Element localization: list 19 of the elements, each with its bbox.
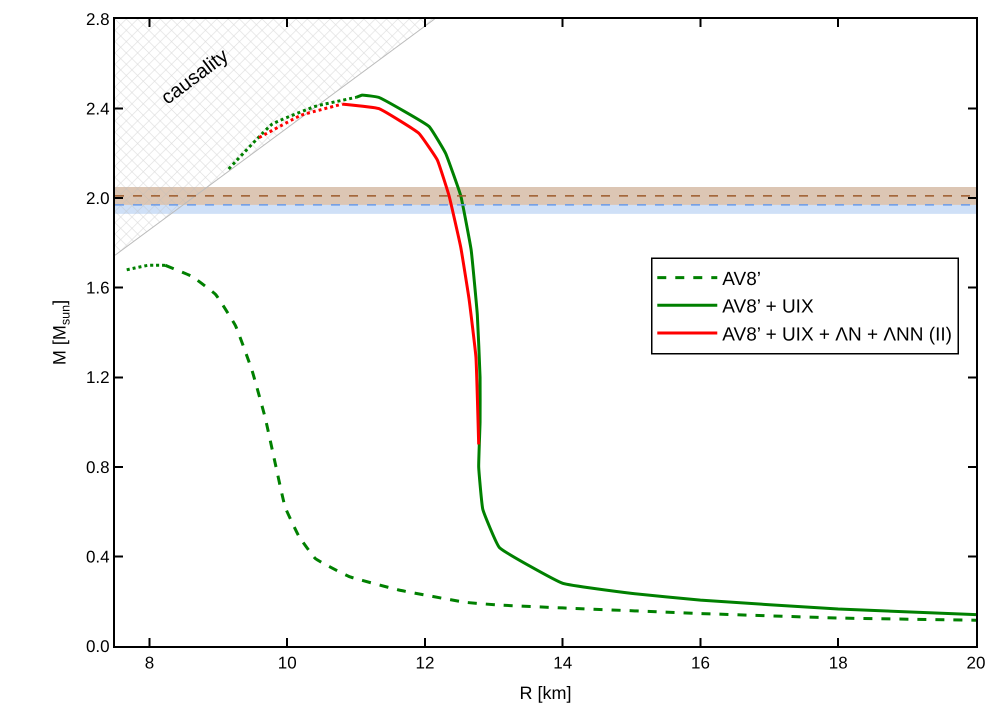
y-tick-label: 0.4	[86, 547, 110, 566]
y-tick-label: 2.8	[86, 10, 110, 29]
y-tick-label: 0.0	[86, 636, 110, 656]
x-tick-label: 16	[691, 653, 710, 672]
y-tick-label: 2.0	[86, 189, 110, 208]
y-tick-label: 0.8	[86, 458, 110, 477]
y-tick-label: 1.2	[86, 368, 110, 388]
x-tick-label: 12	[416, 653, 434, 672]
y-tick-label: 1.6	[86, 278, 110, 298]
y-tick-label: 2.4	[86, 100, 110, 119]
x-tick-label: 8	[144, 653, 154, 672]
legend-label: AV8’ + UIX	[722, 296, 814, 318]
legend-label: AV8’	[722, 269, 762, 290]
x-axis-title: R [km]	[520, 683, 572, 703]
x-tick-label: 10	[278, 653, 297, 672]
x-tick-label: 18	[828, 653, 848, 672]
x-tick-label: 20	[966, 653, 986, 672]
x-tick-label: 14	[553, 653, 572, 672]
legend-label: AV8’ + UIX + ΛN + ΛNN (II)	[722, 324, 952, 346]
